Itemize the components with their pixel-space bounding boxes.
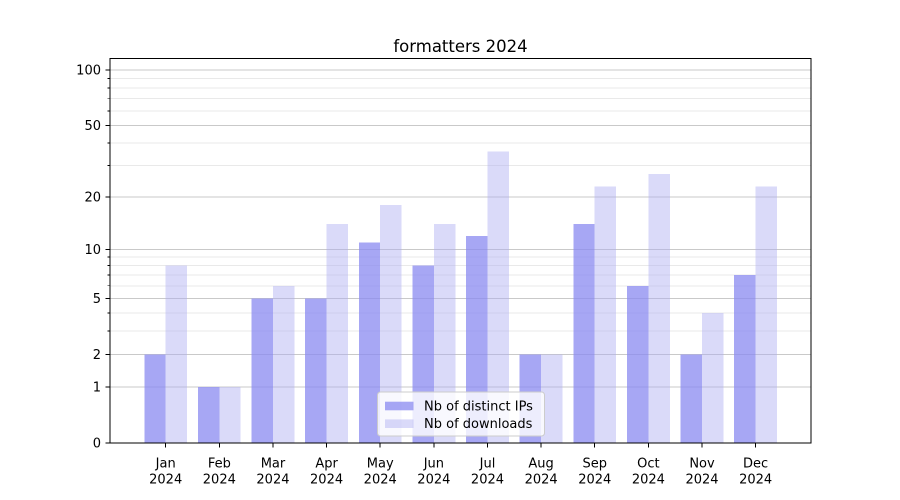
bar-downloads-aug <box>541 354 563 443</box>
y-tick-label: 5 <box>93 292 101 307</box>
bar-distinct-ips-nov <box>680 354 702 443</box>
bar-distinct-ips-feb <box>197 387 220 443</box>
bar-downloads-may <box>380 205 402 443</box>
bar-distinct-ips-apr <box>305 298 327 443</box>
bar-downloads-mar <box>272 285 295 443</box>
bar-distinct-ips-sep <box>573 224 595 443</box>
bar-distinct-ips-dec <box>734 275 756 443</box>
x-tick-label-jun: Jun 2024 <box>417 457 450 488</box>
bar-downloads-dec <box>755 186 778 444</box>
plot-border <box>109 58 812 444</box>
bar-downloads-feb <box>219 387 241 443</box>
legend-label-distinct-ips: Nb of distinct IPs <box>424 400 533 415</box>
x-tick-label-aug: Aug 2024 <box>525 457 558 488</box>
bar-downloads-jun <box>433 224 456 443</box>
legend-swatch-distinct-ips <box>385 401 414 411</box>
legend-swatch-downloads <box>385 419 414 428</box>
x-tick-label-oct: Oct 2024 <box>632 457 665 488</box>
bar-downloads-nov <box>702 312 724 443</box>
bar-distinct-ips-mar <box>251 298 273 443</box>
x-tick-label-jul: Jul 2024 <box>471 457 504 488</box>
legend-box <box>377 391 545 437</box>
bar-downloads-sep <box>594 186 617 444</box>
x-tick-label-jan: Jan 2024 <box>149 457 182 488</box>
bar-distinct-ips-jul <box>466 235 488 443</box>
x-tick-label-mar: Mar 2024 <box>256 457 289 488</box>
x-tick-label-nov: Nov 2024 <box>685 457 718 488</box>
y-tick-label: 50 <box>84 119 101 134</box>
legend-label-downloads: Nb of downloads <box>424 417 533 432</box>
x-tick-label-feb: Feb 2024 <box>203 457 236 488</box>
x-tick-label-sep: Sep 2024 <box>578 457 611 488</box>
bar-downloads-jul <box>487 151 509 443</box>
y-tick-label: 1 <box>93 381 101 396</box>
bar-distinct-ips-jan <box>144 354 166 443</box>
y-tick-label: 100 <box>76 64 101 79</box>
bar-distinct-ips-oct <box>626 285 649 443</box>
y-tick-label: 0 <box>93 437 101 452</box>
y-tick-label: 20 <box>84 191 101 206</box>
y-tick-label: 2 <box>93 348 101 363</box>
bar-downloads-jan <box>165 265 188 443</box>
x-tick-label-may: May 2024 <box>364 457 397 488</box>
x-tick-label-dec: Dec 2024 <box>739 457 772 488</box>
chart-title: formatters 2024 <box>393 37 527 56</box>
bar-distinct-ips-may <box>358 242 381 443</box>
bar-downloads-oct <box>648 173 670 443</box>
x-tick-label-apr: Apr 2024 <box>310 457 343 488</box>
bar-downloads-apr <box>326 224 348 443</box>
y-tick-label: 10 <box>84 243 101 258</box>
